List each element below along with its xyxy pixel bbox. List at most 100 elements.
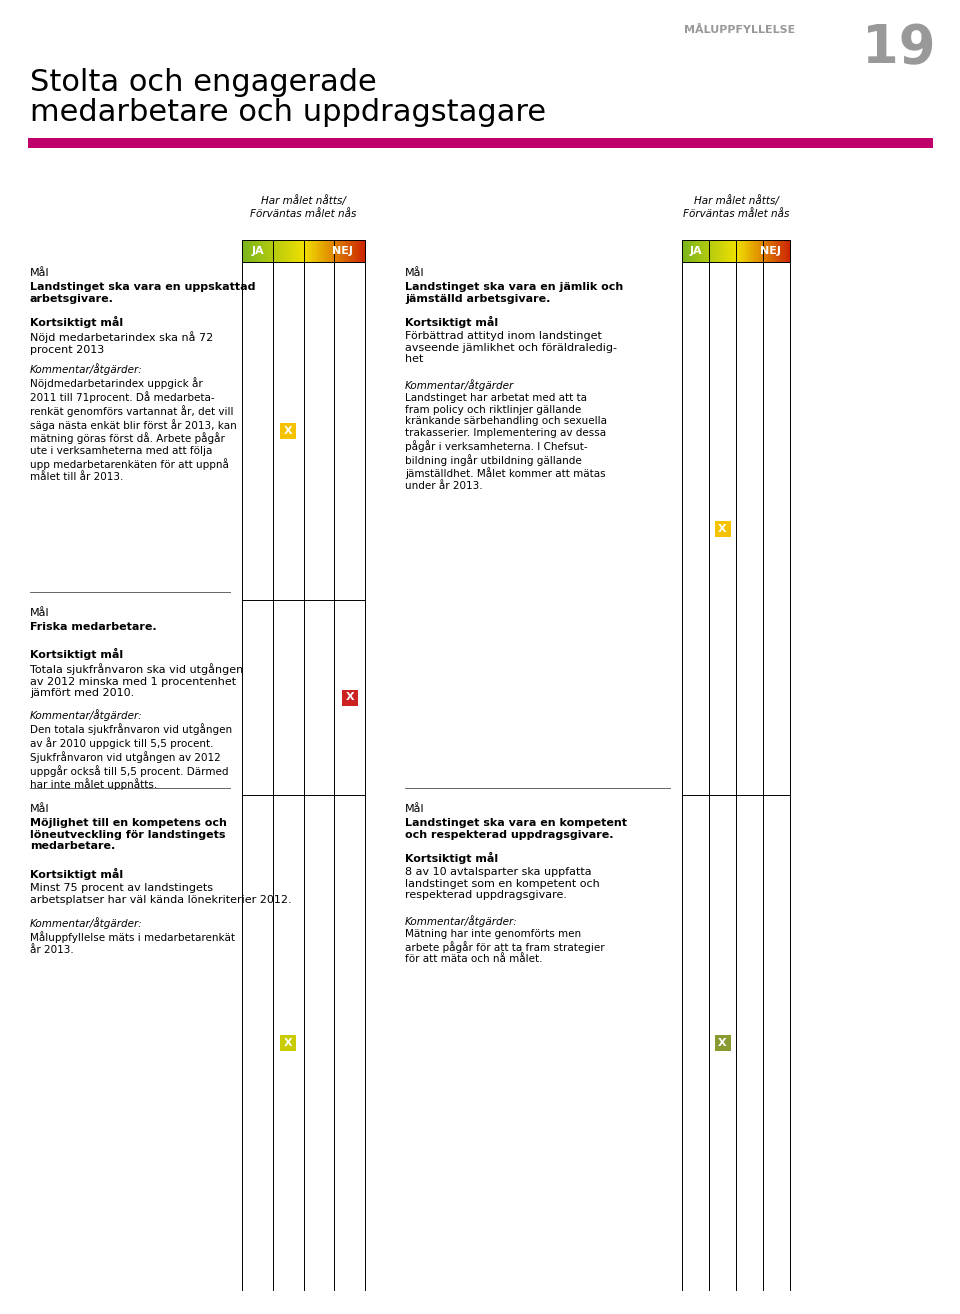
Bar [728,240,729,261]
Bar [294,240,296,261]
Bar [271,240,272,261]
Text: Nöjdmedarbetarindex uppgick år
2011 till 71procent. Då medarbeta-
renkät genomfö: Nöjdmedarbetarindex uppgick år 2011 till… [30,377,237,481]
Text: Landstinget ska vara en uppskattad
arbetsgivare.: Landstinget ska vara en uppskattad arbet… [30,283,255,304]
Bar [280,240,282,261]
Bar [342,690,358,706]
Bar [317,240,319,261]
Bar [761,240,762,261]
Bar [296,240,298,261]
Text: Förväntas målet nås: Förväntas målet nås [683,209,789,219]
Bar [711,240,712,261]
Bar [281,240,283,261]
Bar [770,240,771,261]
Bar [762,240,763,261]
Bar [338,240,340,261]
Bar [785,240,787,261]
Bar [253,240,254,261]
Bar [299,240,300,261]
Bar [685,240,686,261]
Text: Kortsiktigt mål: Kortsiktigt mål [30,648,123,660]
Bar [248,240,250,261]
Bar [269,240,271,261]
Text: Förväntas målet nås: Förväntas målet nås [251,209,357,219]
Bar [256,240,258,261]
Bar [783,240,785,261]
Bar [291,240,293,261]
Bar [694,240,695,261]
Bar [789,240,790,261]
Bar [293,240,294,261]
Bar [274,240,276,261]
Bar [689,240,691,261]
Bar [713,240,715,261]
Bar [252,240,253,261]
Bar [260,240,262,261]
Bar [334,240,336,261]
Bar [782,240,784,261]
Bar [273,240,275,261]
Text: Mål: Mål [30,608,50,618]
Bar [727,240,728,261]
Text: Nöjd medarbetarindex ska nå 72
procent 2013: Nöjd medarbetarindex ska nå 72 procent 2… [30,331,213,355]
Bar [298,240,300,261]
Bar [301,240,302,261]
Text: NEJ: NEJ [760,246,781,256]
Bar [719,240,720,261]
Bar [312,240,314,261]
Bar [287,240,289,261]
Bar [767,240,769,261]
Bar [708,240,709,261]
Bar [259,240,261,261]
Bar [732,240,733,261]
Bar [710,240,711,261]
Bar [720,240,721,261]
Bar [746,240,747,261]
Bar [705,240,707,261]
Bar [344,240,346,261]
Bar [363,240,364,261]
Bar [759,240,761,261]
Bar [748,240,750,261]
Bar [776,240,778,261]
Bar [781,240,783,261]
Bar [766,240,768,261]
Bar [699,240,701,261]
Bar [342,240,344,261]
Bar [750,240,752,261]
Bar [304,240,306,261]
Bar [313,240,315,261]
Bar [704,240,706,261]
Bar [692,240,693,261]
Bar [279,240,280,261]
Bar [745,240,746,261]
Bar [268,240,270,261]
Bar [243,240,245,261]
Bar [784,240,786,261]
Bar [352,240,354,261]
Text: Kommentar/åtgärder:: Kommentar/åtgärder: [30,363,143,374]
Bar [757,240,759,261]
Bar [714,520,731,536]
Text: Minst 75 procent av landstingets
arbetsplatser har väl kända lönekriterier 2012.: Minst 75 procent av landstingets arbetsp… [30,883,292,904]
Bar [714,240,716,261]
Bar [358,240,359,261]
Bar [290,240,292,261]
Bar [703,240,704,261]
Bar [329,240,331,261]
Bar [325,240,327,261]
Bar [733,240,735,261]
Bar [302,240,304,261]
Bar [684,240,685,261]
Bar [749,240,751,261]
Bar [245,240,246,261]
Bar [272,240,274,261]
Bar [303,240,305,261]
Bar [347,240,348,261]
Text: Den totala sjukfrånvaron vid utgången
av år 2010 uppgick till 5,5 procent.
Sjukf: Den totala sjukfrånvaron vid utgången av… [30,723,232,791]
Bar [351,240,353,261]
Bar [771,240,772,261]
Bar [289,240,291,261]
Bar [246,240,248,261]
Bar [284,240,285,261]
Bar [772,240,773,261]
